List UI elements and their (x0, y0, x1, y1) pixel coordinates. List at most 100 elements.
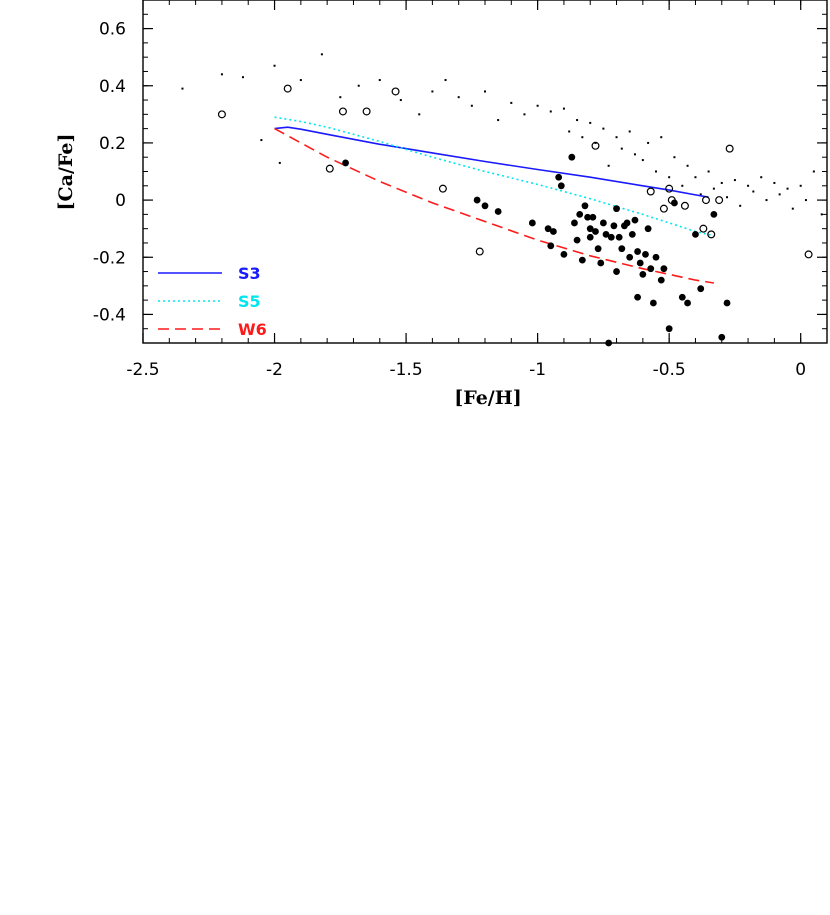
x-tick-label: 0 (795, 360, 806, 380)
filled-circle-point (581, 202, 589, 210)
filled-circle-point (528, 219, 536, 227)
filled-circle-point (547, 242, 555, 250)
open-circle-points (217, 84, 813, 259)
y-tick-label: 0.4 (99, 77, 126, 97)
legend-label-s5: S5 (238, 292, 261, 311)
field-dot (668, 176, 671, 179)
open-circle-point (665, 184, 674, 193)
field-dot (602, 127, 605, 130)
series-line-w6 (274, 127, 715, 284)
filled-circle-point (586, 225, 594, 233)
field-dot (673, 156, 676, 159)
filled-circle-point (592, 228, 599, 235)
filled-circle-point (555, 173, 563, 181)
filled-circle-point (578, 256, 586, 264)
field-dot (812, 170, 815, 173)
filled-circle-point (607, 233, 615, 241)
filled-circle-point (697, 285, 705, 293)
field-dot (712, 187, 715, 190)
open-circle-point (701, 196, 710, 205)
filled-circle-point (649, 299, 657, 307)
open-circle-point (325, 164, 334, 173)
y-tick-label: 0.6 (99, 20, 126, 40)
filled-circle-point (576, 210, 584, 218)
field-dot (686, 164, 689, 167)
field-dot (694, 176, 697, 179)
filled-circle-point (594, 245, 602, 253)
filled-circle-point (557, 182, 565, 190)
filled-circle-point (626, 253, 634, 261)
filled-circle-point (610, 222, 618, 230)
field-dot (320, 53, 323, 56)
filled-circle-point (571, 219, 578, 227)
field-dot (278, 161, 281, 164)
filled-circle-point (631, 216, 639, 224)
field-dot (399, 99, 402, 102)
x-axis-title: [Fe/H] (454, 387, 521, 409)
x-tick-labels: -2.5 -2 -1.5 -1 -0.5 0 (126, 360, 806, 380)
open-circle-point (475, 247, 484, 256)
x-tick-label: -2 (266, 360, 283, 380)
field-dot (607, 164, 610, 167)
open-circle-point (725, 144, 734, 153)
filled-circle-point (342, 159, 349, 167)
open-circle-point (391, 87, 400, 96)
filled-circle-point (494, 208, 502, 215)
y-axis-title: [Ca/Fe] (55, 134, 77, 211)
open-circle-point (591, 141, 600, 150)
field-dot (241, 76, 244, 79)
field-dot (786, 187, 789, 190)
filled-circle-point (613, 205, 620, 213)
filled-circle-point (573, 236, 581, 244)
filled-circle-point (618, 245, 626, 253)
field-dot (747, 184, 750, 187)
field-dot (273, 64, 276, 67)
filled-circle-point (615, 233, 623, 241)
filled-circle-point (599, 219, 607, 227)
field-dot (457, 96, 460, 99)
field-dot (655, 170, 657, 173)
field-dot (581, 136, 584, 139)
filled-circle-point (671, 199, 678, 207)
filled-circle-point (623, 219, 631, 227)
open-circle-point (438, 184, 447, 193)
field-dot (804, 199, 807, 202)
field-dot (628, 130, 631, 133)
filled-circle-point (634, 248, 641, 255)
field-dot (765, 199, 768, 202)
filled-circle-point (602, 230, 610, 238)
open-circle-point (646, 187, 655, 196)
filled-circle-point (589, 213, 597, 221)
filled-circle-point (613, 268, 620, 275)
open-circle-point (699, 224, 708, 233)
open-circle-point (362, 107, 371, 116)
field-dot (339, 96, 342, 99)
filled-circle-point (657, 276, 665, 284)
series-line-s3 (274, 126, 709, 198)
legend-label-s3: S3 (238, 264, 261, 283)
field-dot (726, 196, 729, 199)
y-tick-labels: -0.4 -0.2 0 0.2 0.4 0.6 (93, 20, 126, 326)
field-dot (357, 84, 360, 87)
filled-circle-point (652, 253, 660, 261)
field-dot (660, 136, 663, 139)
field-dot (299, 79, 302, 82)
open-circle-point (338, 107, 347, 116)
filled-circle-point (473, 196, 481, 204)
field-dot (576, 119, 579, 122)
filled-circle-point (692, 230, 699, 238)
filled-circle-point (634, 293, 641, 301)
open-circle-point (659, 204, 668, 213)
legend: S3 S5 W6 (158, 264, 267, 339)
field-dot (707, 170, 710, 173)
field-dot (510, 101, 513, 104)
y-tick-label: -0.2 (93, 248, 126, 268)
y-tick-label: 0.2 (99, 134, 126, 154)
field-dot (220, 73, 223, 76)
field-dot (739, 204, 742, 207)
field-dot (799, 184, 802, 187)
filled-circle-point (644, 225, 652, 233)
field-dot (484, 90, 486, 93)
field-dot (778, 193, 781, 196)
